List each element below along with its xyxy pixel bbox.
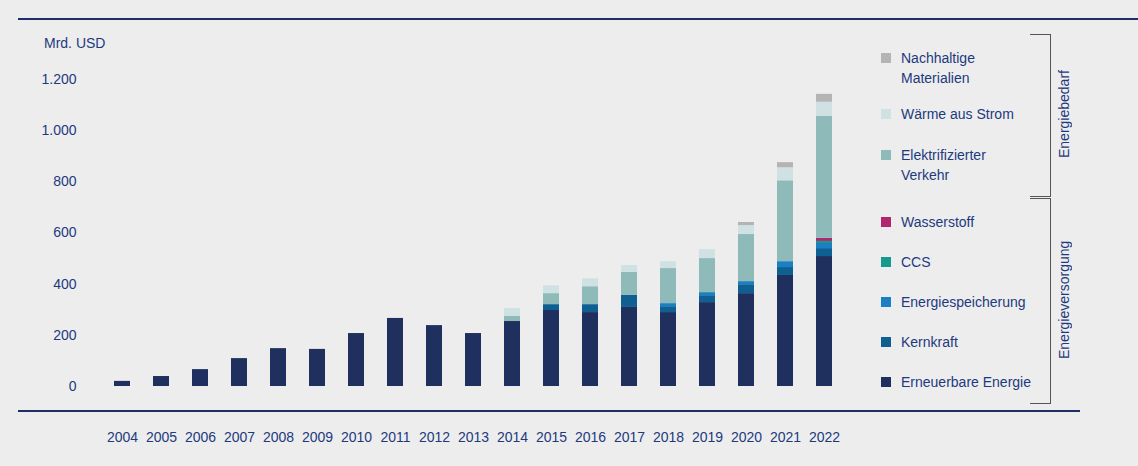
html-text:Energiespeicherung: Energiespeicherung bbox=[901, 294, 1026, 310]
svg-text:2017: 2017 bbox=[614, 429, 645, 445]
svg-text:2009: 2009 bbox=[302, 429, 333, 445]
svg-text:2020: 2020 bbox=[731, 429, 762, 445]
html-text:Kernkraft: Kernkraft bbox=[901, 334, 958, 350]
svg-text:2019: 2019 bbox=[692, 429, 723, 445]
svg-text:2012: 2012 bbox=[419, 429, 450, 445]
html-text:Erneuerbare Energie: Erneuerbare Energie bbox=[901, 374, 1031, 390]
svg-text:2007: 2007 bbox=[224, 429, 255, 445]
svg-text:2013: 2013 bbox=[458, 429, 489, 445]
html-text:Elektrifizierter Verkehr: Elektrifizierter Verkehr bbox=[901, 147, 986, 183]
svg-text:2015: 2015 bbox=[536, 429, 567, 445]
svg-text:600: 600 bbox=[53, 224, 77, 240]
html-text:Energieversorgung: Energieversorgung bbox=[1056, 240, 1072, 360]
html-text:Energiebedarf: Energiebedarf bbox=[1056, 70, 1072, 159]
svg-text:2018: 2018 bbox=[653, 429, 684, 445]
svg-text:2006: 2006 bbox=[185, 429, 216, 445]
svg-text:2016: 2016 bbox=[575, 429, 606, 445]
html-text:Mrd. USD: Mrd. USD bbox=[44, 35, 106, 51]
svg-text:2005: 2005 bbox=[146, 429, 177, 445]
svg-text:2010: 2010 bbox=[341, 429, 372, 445]
svg-text:1.200: 1.200 bbox=[41, 71, 76, 87]
html-text:CCS: CCS bbox=[901, 254, 931, 270]
svg-text:200: 200 bbox=[53, 327, 77, 343]
svg-text:2014: 2014 bbox=[497, 429, 528, 445]
svg-text:0: 0 bbox=[69, 378, 77, 394]
svg-text:400: 400 bbox=[53, 276, 77, 292]
html-text:Wärme aus Strom: Wärme aus Strom bbox=[901, 106, 1014, 122]
svg-text:2022: 2022 bbox=[809, 429, 840, 445]
html-text:Wasserstoff: Wasserstoff bbox=[901, 214, 975, 230]
svg-text:2004: 2004 bbox=[107, 429, 138, 445]
html-text:Nachhaltige Materialien: Nachhaltige Materialien bbox=[901, 50, 975, 86]
svg-text:800: 800 bbox=[53, 173, 77, 189]
svg-text:1.000: 1.000 bbox=[41, 122, 76, 138]
svg-text:2008: 2008 bbox=[263, 429, 294, 445]
svg-text:2021: 2021 bbox=[770, 429, 801, 445]
svg-text:2011: 2011 bbox=[380, 429, 410, 445]
